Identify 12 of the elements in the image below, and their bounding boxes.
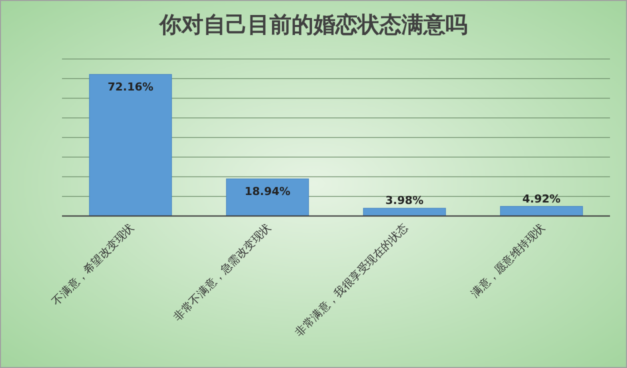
x-tick-label: 非常满意，我很享受现在的状态 bbox=[292, 220, 411, 340]
data-label: 72.16% bbox=[108, 80, 154, 94]
x-tick-label: 满意，愿意维持现状 bbox=[468, 220, 548, 300]
bar bbox=[500, 206, 583, 216]
data-label: 18.94% bbox=[244, 184, 290, 198]
x-tick-label: 非常不满意，急需改变现状 bbox=[171, 220, 274, 324]
data-label: 4.92% bbox=[522, 192, 561, 206]
bar bbox=[89, 74, 172, 216]
bar bbox=[226, 178, 309, 216]
data-label: 3.98% bbox=[385, 194, 424, 208]
x-tick-label: 不满意，希望改变现状 bbox=[50, 220, 137, 308]
chart-title: 你对自己目前的婚恋状态满意吗 bbox=[158, 12, 468, 38]
